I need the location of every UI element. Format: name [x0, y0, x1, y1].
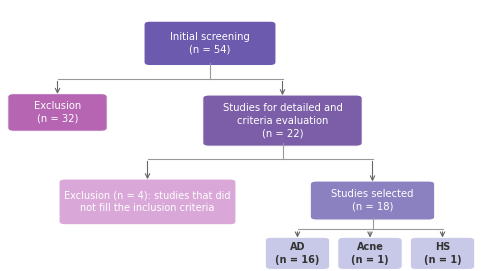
- Text: Exclusion
(n = 32): Exclusion (n = 32): [34, 101, 81, 124]
- FancyBboxPatch shape: [59, 179, 236, 225]
- Text: AD
(n = 16): AD (n = 16): [276, 242, 320, 265]
- FancyBboxPatch shape: [144, 21, 276, 66]
- FancyBboxPatch shape: [8, 94, 107, 131]
- Text: HS
(n = 1): HS (n = 1): [424, 242, 462, 265]
- Text: Studies selected
(n = 18): Studies selected (n = 18): [331, 189, 414, 212]
- FancyBboxPatch shape: [203, 95, 362, 146]
- Text: Exclusion (n = 4): studies that did
not fill the inclusion criteria: Exclusion (n = 4): studies that did not …: [64, 191, 231, 213]
- FancyBboxPatch shape: [410, 237, 475, 269]
- Text: Acne
(n = 1): Acne (n = 1): [351, 242, 389, 265]
- FancyBboxPatch shape: [338, 237, 402, 269]
- FancyBboxPatch shape: [310, 181, 434, 220]
- FancyBboxPatch shape: [265, 237, 330, 269]
- Text: Initial screening
(n = 54): Initial screening (n = 54): [170, 32, 250, 55]
- Text: Studies for detailed and
criteria evaluation
(n = 22): Studies for detailed and criteria evalua…: [222, 103, 342, 138]
